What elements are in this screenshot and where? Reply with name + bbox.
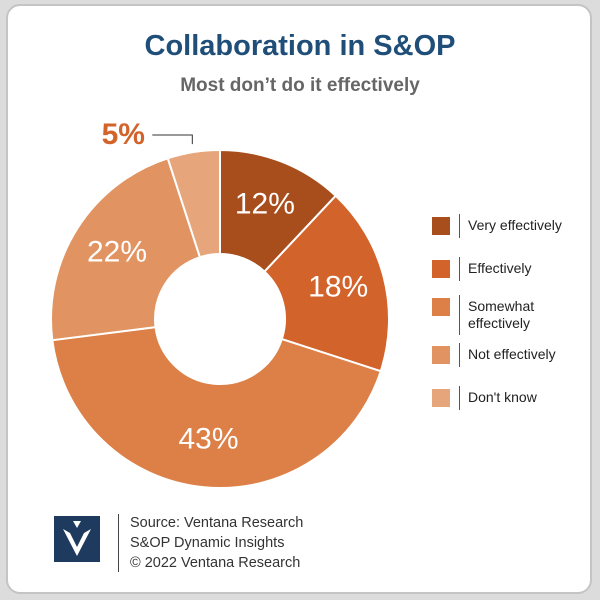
leader-line-4 [152, 134, 193, 145]
slice-label-2: 43% [178, 422, 238, 455]
chart-subtitle: Most don’t do it effectively [180, 75, 420, 96]
legend-swatch-4 [432, 389, 450, 407]
ventana-v-icon [63, 521, 91, 556]
donut-slice-2 [51, 326, 382, 490]
legend-divider-0 [459, 214, 460, 238]
legend-label-4: Don't know [468, 389, 537, 405]
slice-label-3: 22% [87, 236, 147, 269]
legend-divider-3 [459, 343, 460, 367]
slice-label-0: 12% [235, 187, 295, 220]
footer-source: Source: Ventana Research S&OP Dynamic In… [130, 513, 303, 573]
donut-slice-4 [166, 148, 221, 259]
legend-divider-4 [459, 386, 460, 410]
legend-divider-2 [459, 295, 460, 335]
slice-label-1: 18% [308, 271, 368, 304]
footer-divider [118, 514, 119, 572]
chart-title: Collaboration in S&OP [144, 30, 456, 62]
legend-label-2: Somewhat effectively [468, 298, 535, 331]
legend-swatch-2 [432, 298, 450, 316]
slice-label-4: 5% [102, 118, 145, 151]
footer-line-copyright: © 2022 Ventana Research [130, 555, 301, 571]
donut-slice-3 [50, 157, 202, 342]
legend-label-0: Very effectively [468, 217, 562, 233]
legend-swatch-0 [432, 217, 450, 235]
footer-line-source: Source: Ventana Research [130, 515, 304, 531]
legend-label-1: Effectively [468, 260, 532, 276]
footer-line-report: S&OP Dynamic Insights [130, 535, 285, 551]
donut-slice-1 [263, 194, 390, 373]
legend-swatch-1 [432, 260, 450, 278]
ventana-logo-icon [54, 516, 100, 562]
legend-divider-1 [459, 257, 460, 281]
legend-label-3: Not effectively [468, 346, 556, 362]
legend-swatch-3 [432, 346, 450, 364]
